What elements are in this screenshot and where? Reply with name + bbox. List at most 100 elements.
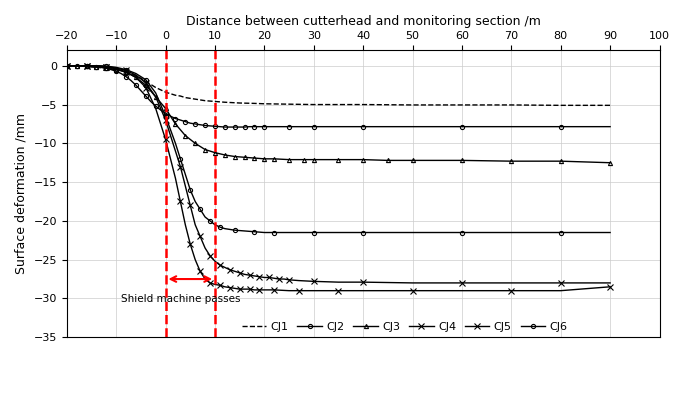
CJ5 [334, 288, 342, 293]
CJ5 [310, 288, 318, 293]
CJ4 [182, 183, 190, 188]
CJ6 [201, 215, 209, 219]
CJ1 [191, 97, 199, 101]
CJ4 [191, 222, 199, 227]
CJ4 [73, 63, 81, 68]
CJ2 [182, 119, 190, 124]
CJ4 [162, 118, 170, 123]
CJ6 [151, 90, 160, 95]
CJ3 [285, 157, 293, 162]
CJ5 [122, 70, 130, 74]
CJ5 [112, 66, 121, 71]
CJ6 [408, 230, 416, 235]
CJ4 [250, 273, 258, 278]
CJ5 [250, 287, 258, 292]
CJ5 [211, 282, 219, 287]
CJ5 [182, 222, 190, 227]
CJ5 [142, 85, 150, 90]
CJ2 [82, 64, 90, 68]
CJ3 [359, 157, 367, 162]
CJ3 [310, 157, 318, 162]
CJ3 [211, 150, 219, 155]
CJ1 [250, 101, 258, 106]
CJ4 [92, 63, 101, 68]
CJ3 [334, 157, 342, 162]
Line: CJ4: CJ4 [64, 63, 613, 286]
CJ5 [557, 288, 565, 293]
CJ5 [240, 287, 249, 291]
CJ1 [359, 102, 367, 107]
CJ5 [231, 286, 239, 291]
CJ6 [231, 228, 239, 232]
CJ1 [82, 64, 90, 69]
CJ1 [196, 98, 204, 102]
CJ4 [186, 203, 195, 208]
CJ5 [359, 288, 367, 293]
CJ6 [73, 63, 81, 68]
CJ5 [206, 281, 214, 285]
CJ4 [102, 64, 110, 69]
CJ5 [162, 137, 170, 142]
CJ3 [142, 83, 150, 88]
CJ6 [122, 67, 130, 72]
Line: CJ2: CJ2 [64, 64, 612, 129]
CJ3 [162, 106, 170, 111]
CJ2 [151, 104, 160, 109]
CJ1 [186, 96, 195, 101]
CJ6 [82, 63, 90, 68]
CJ4 [245, 273, 253, 277]
CJ6 [507, 230, 515, 235]
CJ3 [221, 152, 229, 157]
CJ5 [225, 285, 234, 290]
CJ4 [240, 272, 249, 277]
CJ3 [240, 155, 249, 160]
CJ1 [557, 103, 565, 108]
CJ1 [507, 103, 515, 107]
CJ6 [270, 230, 278, 235]
CJ6 [216, 225, 224, 230]
CJ4 [82, 63, 90, 68]
CJ5 [176, 199, 184, 204]
CJ6 [162, 114, 170, 119]
CJ1 [137, 76, 145, 80]
CJ4 [201, 246, 209, 250]
CJ2 [458, 124, 466, 129]
CJ3 [231, 154, 239, 159]
CJ5 [408, 288, 416, 293]
CJ1 [68, 63, 76, 68]
CJ4 [231, 269, 239, 274]
CJ1 [156, 88, 164, 92]
CJ6 [112, 65, 121, 70]
CJ4 [408, 281, 416, 285]
CJ3 [201, 147, 209, 152]
CJ3 [300, 157, 308, 162]
CJ4 [62, 63, 71, 68]
CJ3 [102, 66, 110, 70]
CJ1 [88, 64, 96, 69]
CJ6 [196, 207, 204, 212]
CJ1 [77, 64, 86, 68]
CJ6 [132, 71, 140, 76]
CJ1 [458, 103, 466, 107]
CJ4 [256, 274, 264, 279]
CJ6 [182, 172, 190, 177]
CJ1 [147, 82, 155, 87]
CJ1 [606, 103, 614, 108]
CJ4 [225, 267, 234, 272]
CJ4 [265, 275, 273, 280]
CJ1 [162, 90, 170, 95]
CJ1 [122, 70, 130, 74]
CJ5 [151, 106, 160, 111]
Line: CJ3: CJ3 [64, 64, 612, 165]
CJ6 [221, 226, 229, 231]
CJ5 [221, 285, 229, 289]
CJ4 [260, 275, 269, 280]
CJ5 [507, 288, 515, 293]
CJ5 [102, 64, 110, 69]
CJ1 [334, 102, 342, 107]
CJ5 [256, 287, 264, 292]
CJ5 [285, 288, 293, 293]
CJ5 [201, 277, 209, 281]
CJ4 [176, 164, 184, 169]
CJ6 [334, 230, 342, 235]
